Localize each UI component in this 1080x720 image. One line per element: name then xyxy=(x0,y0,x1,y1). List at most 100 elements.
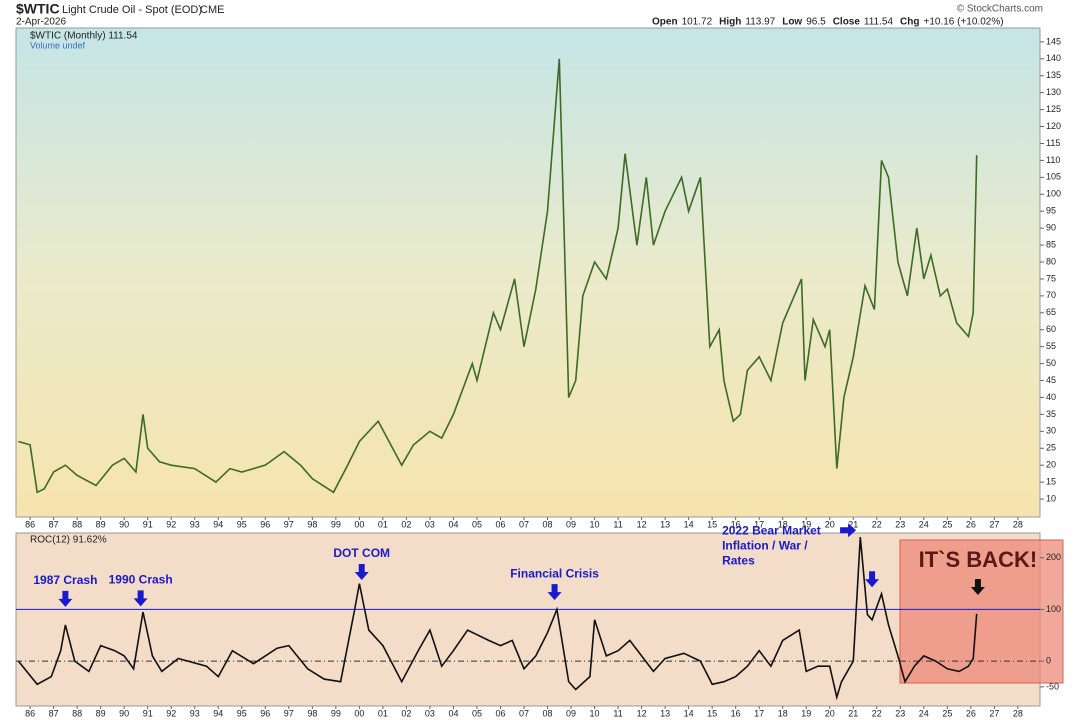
quote-label: Chg xyxy=(900,17,919,28)
x-tick-label: 86 xyxy=(25,708,35,718)
x-tick-label: 02 xyxy=(401,519,411,529)
y-tick-label: 100 xyxy=(1046,189,1061,199)
date: 2-Apr-2026 xyxy=(16,17,66,28)
x-tick-label: 17 xyxy=(754,519,764,529)
x-tick-label: 12 xyxy=(637,708,647,718)
annotation-text: Rates xyxy=(722,553,755,567)
x-tick-label: 18 xyxy=(778,519,788,529)
x-tick-label: 15 xyxy=(707,519,717,529)
quote-value: 101.72 xyxy=(682,17,713,28)
roc-panel xyxy=(15,532,1041,707)
y-tick-label: 70 xyxy=(1046,290,1056,300)
x-tick-label: 12 xyxy=(637,519,647,529)
legend: $WTIC (Monthly) 111.54 xyxy=(30,31,138,42)
x-tick-label: 11 xyxy=(613,708,622,718)
annotation-arrow xyxy=(970,578,985,595)
y-tick-label: 60 xyxy=(1046,324,1056,334)
x-tick-label: 08 xyxy=(543,519,553,529)
x-tick-label: 96 xyxy=(260,519,270,529)
x-tick-label: 22 xyxy=(872,519,882,529)
annotation-arrow xyxy=(133,590,148,607)
y-tick-label: 50 xyxy=(1046,358,1056,368)
x-tick-label: 05 xyxy=(472,519,482,529)
x-tick-label: 03 xyxy=(425,519,435,529)
y-tick-label: 90 xyxy=(1046,223,1056,233)
annotation-text: DOT COM xyxy=(333,546,390,560)
x-tick-label: 25 xyxy=(942,708,952,718)
quote-label: Close xyxy=(833,17,861,28)
y-tick-label: 200 xyxy=(1046,552,1061,562)
price-panel xyxy=(15,27,1041,518)
y-tick-label: 45 xyxy=(1046,375,1056,385)
x-tick-label: 90 xyxy=(119,708,129,718)
y-tick-label: 30 xyxy=(1046,426,1056,436)
y-tick-label: 120 xyxy=(1046,121,1061,131)
x-tick-label: 92 xyxy=(166,519,176,529)
x-tick-label: 21 xyxy=(848,519,858,529)
quote-value: 96.5 xyxy=(806,17,826,28)
y-tick-label: 35 xyxy=(1046,409,1056,419)
x-tick-label: 13 xyxy=(660,519,670,529)
symbol: $WTIC xyxy=(16,1,60,17)
x-tick-label: 27 xyxy=(989,708,999,718)
x-tick-label: 01 xyxy=(378,519,388,529)
x-tick-label: 26 xyxy=(966,708,976,718)
subtitle: Light Crude Oil - Spot (EOD) xyxy=(62,4,202,16)
x-tick-label: 99 xyxy=(331,519,341,529)
y-tick-label: 40 xyxy=(1046,392,1056,402)
x-tick-label: 04 xyxy=(448,708,458,718)
legend: Volume undef xyxy=(30,40,86,50)
quote-value: +10.16 (+10.02%) xyxy=(923,17,1003,28)
x-tick-label: 20 xyxy=(825,519,835,529)
x-tick-label: 01 xyxy=(378,708,388,718)
x-tick-label: 99 xyxy=(331,708,341,718)
x-tick-label: 97 xyxy=(284,519,294,529)
x-tick-label: 91 xyxy=(143,708,153,718)
x-tick-label: 19 xyxy=(801,708,811,718)
x-tick-label: 92 xyxy=(166,708,176,718)
x-tick-label: 22 xyxy=(872,708,882,718)
y-tick-label: 135 xyxy=(1046,70,1061,80)
x-tick-label: 93 xyxy=(190,519,200,529)
series-line xyxy=(18,58,978,494)
x-tick-label: 26 xyxy=(966,519,976,529)
x-tick-label: 89 xyxy=(96,708,106,718)
x-tick-label: 86 xyxy=(25,519,35,529)
x-tick-label: 21 xyxy=(848,708,858,718)
y-tick-label: 15 xyxy=(1046,476,1056,486)
x-tick-label: 13 xyxy=(660,708,670,718)
quote-label: Open xyxy=(652,17,678,28)
y-tick-label: 20 xyxy=(1046,460,1056,470)
x-tick-label: 88 xyxy=(72,708,82,718)
x-tick-label: 10 xyxy=(590,708,600,718)
x-tick-label: 28 xyxy=(1013,708,1023,718)
y-tick-label: 110 xyxy=(1046,155,1060,165)
quote-value: 113.97 xyxy=(745,17,775,28)
x-tick-label: 07 xyxy=(519,708,529,718)
x-tick-label: 18 xyxy=(778,708,788,718)
x-tick-label: 14 xyxy=(684,708,694,718)
x-tick-label: 06 xyxy=(495,519,505,529)
y-tick-label: 115 xyxy=(1046,138,1060,148)
x-tick-label: 00 xyxy=(354,519,364,529)
x-tick-label: 04 xyxy=(448,519,458,529)
x-tick-label: 94 xyxy=(213,519,223,529)
annotation-text: Financial Crisis xyxy=(510,566,599,580)
y-tick-label: -50 xyxy=(1046,681,1059,691)
x-tick-label: 93 xyxy=(190,708,200,718)
annotation-text: Inflation / War / xyxy=(722,538,808,552)
y-tick-label: 25 xyxy=(1046,443,1056,453)
annotation-arrow xyxy=(58,590,73,607)
x-tick-label: 02 xyxy=(401,708,411,718)
y-tick-label: 75 xyxy=(1046,273,1056,283)
highlight-box xyxy=(899,539,1064,684)
x-tick-label: 97 xyxy=(284,708,294,718)
quote-label: Low xyxy=(782,17,802,28)
x-tick-label: 00 xyxy=(354,708,364,718)
x-tick-label: 96 xyxy=(260,708,270,718)
x-tick-label: 08 xyxy=(543,708,553,718)
annotation-text: 1987 Crash xyxy=(33,573,97,587)
y-tick-label: 95 xyxy=(1046,206,1056,216)
x-tick-label: 89 xyxy=(96,519,106,529)
